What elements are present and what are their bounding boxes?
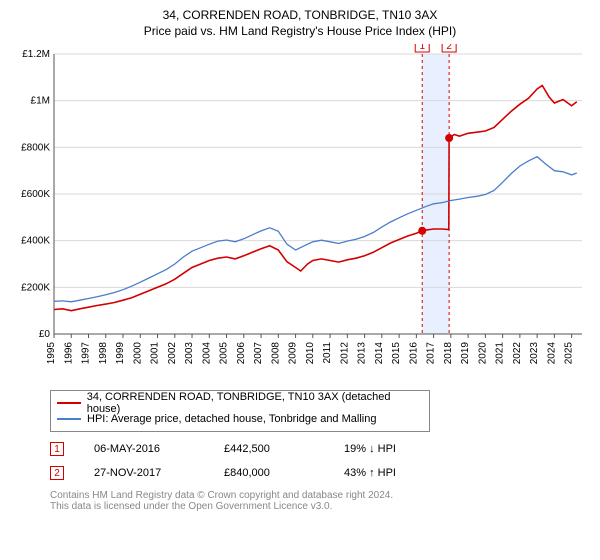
sales-table: 1 06-MAY-2016 £442,500 19% ↓ HPI 2 27-NOV-201… xyxy=(50,442,592,480)
sale-marker-box: 1 xyxy=(50,442,64,456)
legend-row: HPI: Average price, detached house, Tonb… xyxy=(57,411,423,427)
sale-date: 27-NOV-2017 xyxy=(94,467,204,479)
svg-text:2018: 2018 xyxy=(443,342,454,365)
svg-text:£1.2M: £1.2M xyxy=(22,49,50,60)
svg-text:2009: 2009 xyxy=(288,342,299,365)
svg-text:2003: 2003 xyxy=(184,342,195,365)
chart-title: 34, CORRENDEN ROAD, TONBRIDGE, TN10 3AX xyxy=(8,8,592,22)
chart-subtitle: Price paid vs. HM Land Registry's House … xyxy=(8,24,592,38)
svg-text:2008: 2008 xyxy=(270,342,281,365)
sale-price: £840,000 xyxy=(224,467,324,479)
svg-text:1996: 1996 xyxy=(63,342,74,365)
chart-plot-area: £0 £200K £400K £600K £800K £1M £1.2M 1995 1996 19… xyxy=(8,44,592,384)
svg-text:1995: 1995 xyxy=(46,342,57,365)
legend-row: 34, CORRENDEN ROAD, TONBRIDGE, TN10 3AX … xyxy=(57,395,423,411)
credits-line: This data is licensed under the Open Gov… xyxy=(50,501,592,512)
svg-text:2023: 2023 xyxy=(529,342,540,365)
svg-text:2021: 2021 xyxy=(495,342,506,365)
svg-text:2014: 2014 xyxy=(374,342,385,365)
svg-text:2017: 2017 xyxy=(426,342,437,365)
svg-text:2: 2 xyxy=(446,44,452,52)
svg-text:2019: 2019 xyxy=(460,342,471,365)
svg-text:2025: 2025 xyxy=(564,342,575,365)
credits-line: Contains HM Land Registry data © Crown c… xyxy=(50,490,592,501)
svg-text:£400K: £400K xyxy=(21,236,50,247)
svg-text:2007: 2007 xyxy=(253,342,264,365)
chart-container: 34, CORRENDEN ROAD, TONBRIDGE, TN10 3AX … xyxy=(8,8,592,512)
svg-text:2011: 2011 xyxy=(322,342,333,364)
legend-swatch xyxy=(57,418,81,420)
svg-text:2016: 2016 xyxy=(408,342,419,365)
svg-text:£1M: £1M xyxy=(31,96,50,107)
svg-text:1997: 1997 xyxy=(81,342,92,365)
svg-text:2005: 2005 xyxy=(219,342,230,365)
sale-price: £442,500 xyxy=(224,443,324,455)
line-chart-svg: £0 £200K £400K £600K £800K £1M £1.2M 1995 1996 19… xyxy=(8,44,592,384)
legend-label: HPI: Average price, detached house, Tonb… xyxy=(87,413,376,425)
svg-text:1999: 1999 xyxy=(115,342,126,365)
svg-text:2001: 2001 xyxy=(150,342,161,365)
svg-text:£600K: £600K xyxy=(21,189,50,200)
svg-text:2012: 2012 xyxy=(339,342,350,365)
legend-label: 34, CORRENDEN ROAD, TONBRIDGE, TN10 3AX … xyxy=(87,391,423,415)
svg-text:£800K: £800K xyxy=(21,142,50,153)
sale-delta: 19% ↓ HPI xyxy=(344,443,464,455)
svg-text:2022: 2022 xyxy=(512,342,523,365)
svg-text:£0: £0 xyxy=(39,329,51,340)
svg-text:2004: 2004 xyxy=(201,342,212,365)
svg-text:1998: 1998 xyxy=(98,342,109,365)
legend-box: 34, CORRENDEN ROAD, TONBRIDGE, TN10 3AX … xyxy=(50,390,430,432)
sale-marker-box: 2 xyxy=(50,466,64,480)
svg-text:2006: 2006 xyxy=(236,342,247,365)
svg-text:1: 1 xyxy=(419,44,425,52)
svg-text:£200K: £200K xyxy=(21,282,50,293)
credits-text: Contains HM Land Registry data © Crown c… xyxy=(50,490,592,512)
svg-text:2002: 2002 xyxy=(167,342,178,365)
svg-text:2000: 2000 xyxy=(132,342,143,365)
svg-text:2010: 2010 xyxy=(305,342,316,365)
sale-date: 06-MAY-2016 xyxy=(94,443,204,455)
legend-swatch xyxy=(57,402,81,404)
svg-text:2020: 2020 xyxy=(477,342,488,365)
svg-text:2013: 2013 xyxy=(357,342,368,365)
sale-delta: 43% ↑ HPI xyxy=(344,467,464,479)
svg-text:2024: 2024 xyxy=(546,342,557,365)
svg-text:2015: 2015 xyxy=(391,342,402,365)
